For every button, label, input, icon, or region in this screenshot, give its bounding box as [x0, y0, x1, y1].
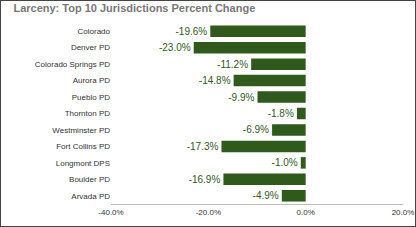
svg-text:-9.9%: -9.9%	[228, 92, 254, 103]
svg-text:Longmont DPS: Longmont DPS	[56, 159, 110, 168]
svg-text:-6.9%: -6.9%	[243, 124, 269, 135]
svg-text:Boulder PD: Boulder PD	[69, 175, 110, 184]
svg-text:-23.0%: -23.0%	[159, 42, 191, 53]
svg-text:0.0%: 0.0%	[297, 208, 315, 217]
svg-text:-11.2%: -11.2%	[217, 59, 248, 70]
svg-text:Westminster PD: Westminster PD	[52, 126, 110, 135]
svg-text:Fort Collins PD: Fort Collins PD	[56, 142, 110, 151]
svg-text:-17.3%: -17.3%	[187, 141, 219, 152]
svg-text:-40.0%: -40.0%	[98, 208, 123, 217]
svg-text:Pueblo PD: Pueblo PD	[72, 93, 110, 102]
svg-text:Colorado: Colorado	[78, 27, 111, 36]
svg-text:-1.0%: -1.0%	[272, 157, 298, 168]
svg-text:-19.6%: -19.6%	[175, 26, 207, 37]
svg-text:Thornton PD: Thornton PD	[65, 109, 111, 118]
svg-text:-1.8%: -1.8%	[268, 108, 294, 119]
svg-text:Aurora PD: Aurora PD	[73, 76, 111, 85]
svg-text:Denver PD: Denver PD	[71, 43, 110, 52]
svg-text:Larceny: Top 10 Jurisdictions: Larceny: Top 10 Jurisdictions Percent Ch…	[13, 2, 255, 14]
svg-text:20.0%: 20.0%	[392, 208, 415, 217]
svg-text:-16.9%: -16.9%	[189, 174, 221, 185]
svg-text:-4.9%: -4.9%	[253, 190, 279, 201]
svg-text:-14.8%: -14.8%	[199, 75, 231, 86]
svg-text:Colorado Springs PD: Colorado Springs PD	[35, 60, 110, 69]
svg-text:Arvada PD: Arvada PD	[71, 192, 110, 201]
svg-text:-20.0%: -20.0%	[196, 208, 221, 217]
